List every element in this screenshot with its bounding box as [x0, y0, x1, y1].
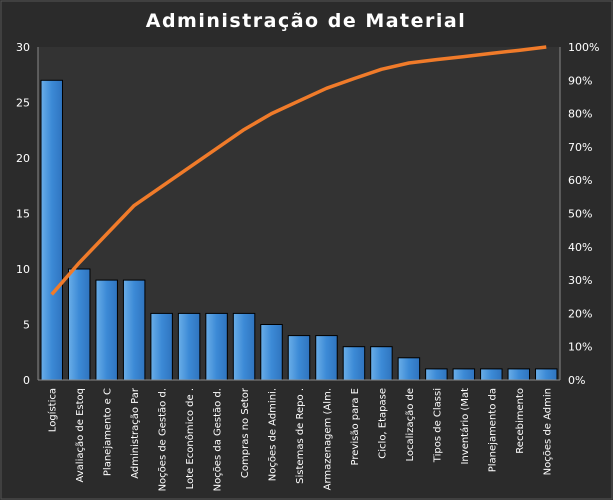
- x-tick-label: Avaliação de Estoq: [75, 388, 86, 483]
- y2-tick-label: 10%: [568, 341, 592, 354]
- bar: [507, 368, 531, 381]
- chart-title: Administração de Material: [146, 10, 467, 32]
- bar: [480, 368, 503, 381]
- y-tick-label: 30: [16, 41, 30, 54]
- bar: [40, 79, 63, 381]
- bar: [370, 346, 393, 381]
- y2-tick-label: 70%: [568, 141, 592, 154]
- bar: [232, 312, 256, 381]
- bar: [205, 312, 228, 381]
- x-tick-label: Tipos de Classi: [432, 388, 443, 463]
- y2-tick-label: 60%: [568, 174, 592, 187]
- x-tick-label: Armazenagem (Alm.: [322, 388, 333, 490]
- y2-tick-label: 90%: [568, 74, 592, 87]
- x-tick-label: Ciclo, Etapase: [377, 388, 388, 459]
- bar: [425, 368, 448, 381]
- x-tick-label: Logística: [47, 388, 59, 432]
- y2-tick-label: 50%: [568, 208, 592, 221]
- x-tick-label: Noções da Gestão d.: [213, 388, 224, 491]
- x-tick-label: Sistemas de Repo .: [295, 388, 306, 484]
- x-tick-label: Lote Econômico de .: [184, 388, 196, 489]
- x-tick-label: Previsão para E: [350, 388, 361, 465]
- y-tick-label: 0: [23, 374, 30, 387]
- bar: [260, 324, 283, 381]
- y2-tick-label: 20%: [568, 307, 592, 320]
- bar: [122, 279, 146, 381]
- y2-tick-label: 0%: [568, 374, 585, 387]
- x-tick-label: Planejamento e C: [103, 388, 114, 476]
- bar: [287, 335, 311, 381]
- y2-tick-label: 80%: [568, 108, 592, 121]
- bar: [315, 335, 338, 381]
- x-tick-label: Noções de Gestão d.: [158, 388, 169, 491]
- y-tick-label: 10: [16, 263, 30, 276]
- bar: [397, 357, 421, 381]
- x-tick-label: Planejamento da: [487, 388, 498, 472]
- x-tick-label: Localização de: [405, 388, 416, 462]
- bar: [535, 368, 558, 381]
- y2-tick-label: 40%: [568, 241, 592, 254]
- y2-tick-label: 100%: [568, 41, 599, 54]
- cumulative-percent-line: [50, 45, 547, 296]
- bar: [67, 268, 91, 381]
- bar: [342, 346, 366, 381]
- bar: [95, 279, 118, 381]
- x-tick-label: Compras no Setor: [240, 387, 251, 478]
- bar: [150, 312, 173, 381]
- x-tick-label: Recebimento: [515, 388, 526, 454]
- x-tick-label: Administração Par: [130, 387, 141, 479]
- bar: [452, 368, 476, 381]
- y-tick-label: 25: [16, 97, 30, 110]
- bar: [177, 312, 201, 381]
- y2-tick-label: 30%: [568, 274, 592, 287]
- y-tick-label: 15: [16, 208, 30, 221]
- y-tick-label: 20: [16, 152, 30, 165]
- x-tick-label: Noções de Admin: [542, 388, 553, 475]
- x-tick-label: Noções de Admini.: [268, 388, 279, 481]
- x-tick-label: Inventário (Mat: [459, 388, 471, 465]
- y-tick-label: 5: [23, 319, 30, 332]
